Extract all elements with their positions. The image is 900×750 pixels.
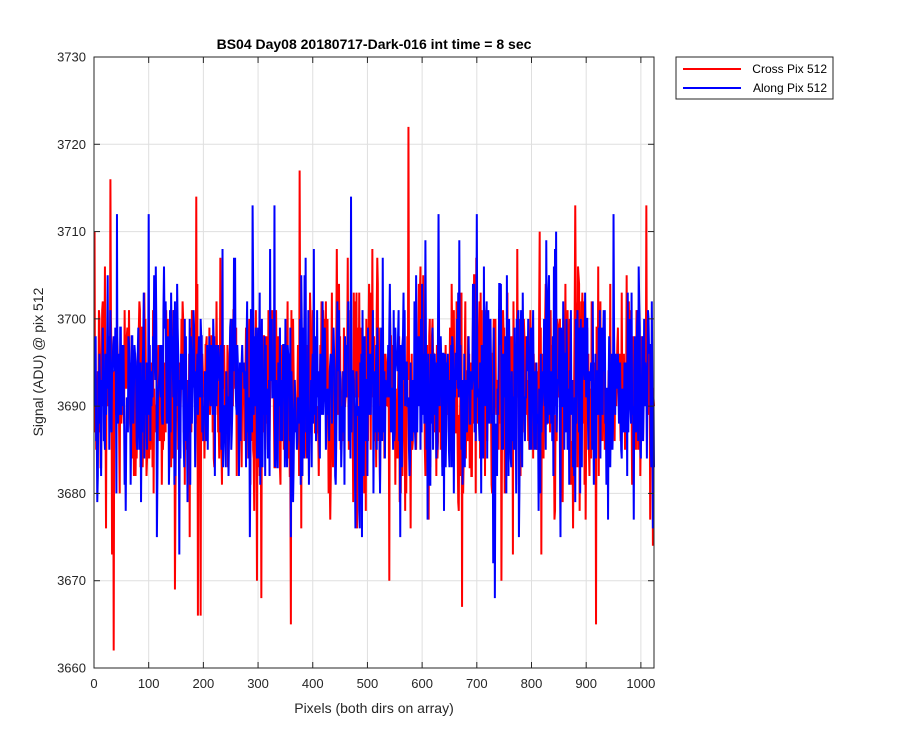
y-axis-title: Signal (ADU) @ pix 512 xyxy=(30,287,46,436)
x-tick-label: 900 xyxy=(575,676,597,691)
plot-area-border xyxy=(93,56,655,669)
x-tick-label: 100 xyxy=(138,676,160,691)
x-tick-label: 600 xyxy=(411,676,433,691)
x-tick-label: 0 xyxy=(90,676,97,691)
y-tick-label: 3690 xyxy=(57,399,86,414)
x-tick-label: 1000 xyxy=(626,676,655,691)
legend-label-cross: Cross Pix 512 xyxy=(752,62,827,76)
y-tick-label: 3660 xyxy=(57,661,86,676)
x-tick-label: 300 xyxy=(247,676,269,691)
y-tick-label: 3710 xyxy=(57,224,86,239)
y-tick-label: 3670 xyxy=(57,573,86,588)
x-tick-label: 800 xyxy=(521,676,543,691)
y-tick-label: 3700 xyxy=(57,311,86,326)
x-axis-title: Pixels (both dirs on array) xyxy=(294,700,454,716)
series-line-along xyxy=(93,196,655,599)
x-tick-label: 500 xyxy=(357,676,379,691)
chart-title: BS04 Day08 20180717-Dark-016 int time = … xyxy=(217,36,532,52)
y-tick-label: 3680 xyxy=(57,486,86,501)
axis-ticks: 0 100 200 300 400 500 600 700 800 900 1000 3660 3670… xyxy=(57,50,655,692)
x-tick-label: 200 xyxy=(193,676,215,691)
y-tick-label: 3720 xyxy=(57,137,86,152)
legend-label-along: Along Pix 512 xyxy=(753,81,827,95)
y-tick-label: 3730 xyxy=(57,50,86,65)
x-tick-label: 400 xyxy=(302,676,324,691)
legend-box xyxy=(675,56,834,100)
x-tick-label: 700 xyxy=(466,676,488,691)
series-lines xyxy=(93,126,655,651)
legend: Cross Pix 512 Along Pix 512 xyxy=(675,56,834,100)
